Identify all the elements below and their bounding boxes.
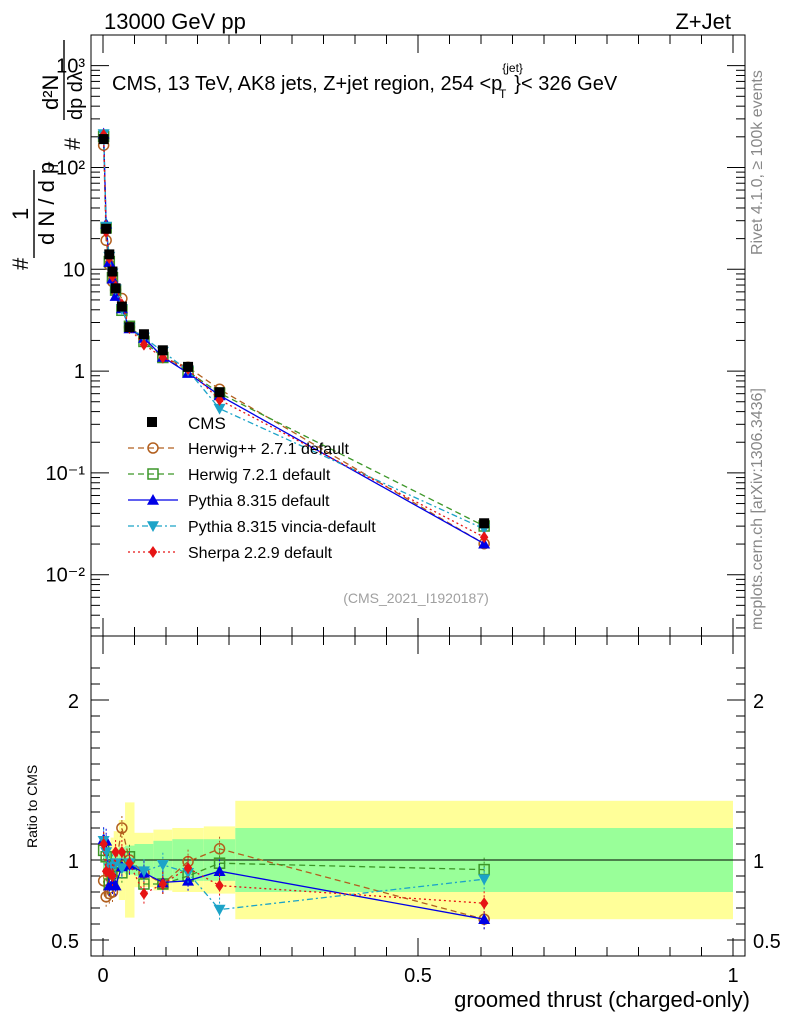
ratio-marker xyxy=(182,874,195,886)
svg-text:#: # xyxy=(8,257,33,270)
mcplots-source-text: mcplots.cern.ch [arXiv:1306.3436] xyxy=(749,388,766,630)
ratio-marker xyxy=(479,897,489,910)
x-tick-label: 1 xyxy=(727,965,738,987)
header-right: Z+Jet xyxy=(675,9,731,34)
ratio-marker xyxy=(111,846,120,858)
legend-label: Pythia 8.315 default xyxy=(188,493,330,510)
data-point xyxy=(107,266,118,277)
analysis-watermark: (CMS_2021_I1920187) xyxy=(343,590,489,606)
rivet-version-text: Rivet 4.1.0, ≥ 100k events xyxy=(749,70,766,255)
data-point xyxy=(110,283,121,294)
legend-marker xyxy=(147,521,159,532)
svg-text:d²N: d²N xyxy=(38,75,63,110)
ratio-marker xyxy=(139,887,149,900)
data-point xyxy=(157,345,168,356)
main-marker xyxy=(213,403,226,415)
main-series xyxy=(97,127,491,550)
x-tick-label: 0 xyxy=(97,965,108,987)
ratio-marker xyxy=(158,878,168,890)
data-point xyxy=(214,387,225,398)
y-tick-label: 10³ xyxy=(56,56,85,78)
y-tick-label: 10² xyxy=(56,157,85,179)
data-point xyxy=(98,134,109,145)
svg-text:1: 1 xyxy=(8,208,33,220)
ratio-marker xyxy=(117,846,127,858)
legend-marker xyxy=(147,442,159,454)
ratio-marker xyxy=(109,879,122,891)
ratio-marker xyxy=(478,874,491,886)
data-point xyxy=(138,329,149,340)
ratio-marker xyxy=(109,858,122,870)
legend-label-cms: CMS xyxy=(188,414,226,433)
ratio-marker xyxy=(116,822,128,834)
svg-text:T: T xyxy=(45,161,61,170)
legend-marker xyxy=(147,494,159,505)
svg-text:#: # xyxy=(60,137,85,150)
y-tick-label: 10⁻² xyxy=(46,565,86,587)
legend-marker xyxy=(148,546,158,558)
axes-ticks: 0 0.5 1 10⁻² 10⁻¹ 1 10 10² 10³ 0.5 0.5 1 1 2 2 xyxy=(46,34,781,987)
ratio-tick-label-right: 2 xyxy=(753,691,764,713)
ratio-tick-label-right: 1 xyxy=(753,851,764,873)
data-point xyxy=(116,301,127,312)
legend-label: Sherpa 2.2.9 default xyxy=(188,545,333,562)
legend-marker xyxy=(147,468,159,480)
data-point xyxy=(479,518,490,529)
ratio-marker xyxy=(137,866,150,878)
ratio-marker xyxy=(213,843,226,855)
legend-label: Herwig++ 2.7.1 default xyxy=(188,441,350,458)
y-tick-label: 10 xyxy=(63,259,85,281)
svg-text:d N / d p: d N / d p xyxy=(34,162,59,245)
main-marker xyxy=(479,531,489,544)
ratio-marker xyxy=(99,838,108,850)
y-tick-label: 1 xyxy=(74,361,85,383)
ratio-series xyxy=(97,816,491,932)
y-axis-label: # 1 d N / d p T # d²N dp dλ xyxy=(8,40,87,270)
main-marker xyxy=(139,338,149,351)
ratio-marker xyxy=(115,863,128,874)
y-tick-label: 10⁻¹ xyxy=(46,463,86,485)
legend-marker-cms xyxy=(147,417,157,427)
legend-label: Herwig 7.2.1 default xyxy=(188,467,331,484)
ratio-marker xyxy=(213,904,226,916)
ratio-marker xyxy=(156,860,169,871)
ratio-marker xyxy=(215,879,224,892)
ratio-marker xyxy=(183,862,193,874)
ratio-y-label: Ratio to CMS xyxy=(24,765,40,848)
main-marker xyxy=(109,290,122,301)
ratio-tick-label-left: 0.5 xyxy=(51,931,79,953)
ratio-tick-label-left: 2 xyxy=(68,691,79,713)
ratio-marker xyxy=(125,857,134,870)
main-line-sherpa-2-2-9-default xyxy=(102,134,485,538)
x-axis-label: groomed thrust (charged-only) xyxy=(454,987,750,1012)
ratio-tick-label-left: 1 xyxy=(68,851,79,873)
ratio-marker xyxy=(213,865,226,876)
ratio-marker xyxy=(478,913,491,924)
data-point xyxy=(124,322,135,333)
legend-label: Pythia 8.315 vincia-default xyxy=(188,519,376,536)
x-tick-label: 0.5 xyxy=(404,965,432,987)
ratio-marker xyxy=(108,870,117,882)
ratio-tick-label-right: 0.5 xyxy=(753,931,781,953)
header-left: 13000 GeV pp xyxy=(104,9,246,34)
legend: CMS Herwig++ 2.7.1 default Herwig 7.2.1 de… xyxy=(128,414,376,562)
data-point xyxy=(104,249,115,260)
svg-text:dp dλ: dp dλ xyxy=(65,71,87,120)
data-point xyxy=(101,223,112,234)
data-point xyxy=(183,361,194,372)
plot-title: CMS, 13 TeV, AK8 jets, Z+jet region, 254… xyxy=(112,61,618,101)
